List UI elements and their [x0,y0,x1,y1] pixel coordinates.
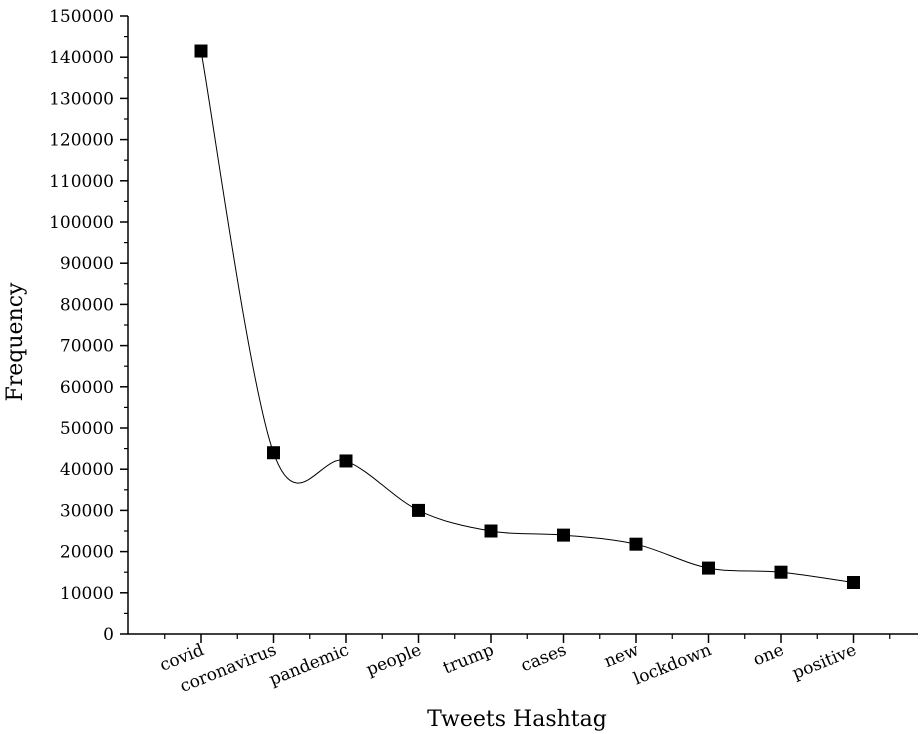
x-tick-label: cases [518,640,569,676]
data-point [194,44,208,58]
y-axis-title: Frequency [3,282,28,402]
y-tick-label: 0 [103,625,114,645]
data-point [847,576,860,589]
data-point [557,528,570,542]
data-point [267,446,280,460]
y-tick-label: 70000 [60,337,114,357]
y-tick-label: 130000 [49,89,114,109]
y-tick-label: 80000 [60,295,114,315]
x-tick-label: positive [790,640,860,684]
x-tick-label: one [750,640,786,670]
data-point [702,561,715,575]
x-axis-title: Tweets Hashtag [427,707,607,732]
data-point [484,524,498,538]
data-point [629,537,643,551]
data-points [194,44,860,589]
x-tick-label: trump [440,640,497,678]
y-tick-label: 20000 [60,543,114,563]
data-point [412,503,425,517]
y-tick-label: 150000 [49,7,114,27]
trend-line [200,50,854,583]
y-tick-label: 120000 [49,131,114,151]
x-tick-label: new [601,640,642,672]
y-tick-label: 60000 [60,378,114,398]
data-point [774,565,788,579]
y-tick-label: 30000 [60,501,114,521]
y-tick-label: 100000 [49,213,114,233]
y-tick-label: 10000 [60,584,114,604]
y-tick-label: 140000 [49,48,114,68]
y-tick-label: 50000 [60,419,114,439]
y-tick-label: 90000 [60,254,114,274]
x-tick-label: pandemic [266,640,351,690]
x-tick-label: lockdown [631,640,715,689]
y-tick-label: 110000 [49,172,114,192]
data-point [339,454,353,468]
x-tick-label: people [364,640,425,680]
y-tick-label: 40000 [60,460,114,480]
y-axis: 0 10000 20000 30000 40000 50000 60000 70000 8000… [49,7,129,645]
